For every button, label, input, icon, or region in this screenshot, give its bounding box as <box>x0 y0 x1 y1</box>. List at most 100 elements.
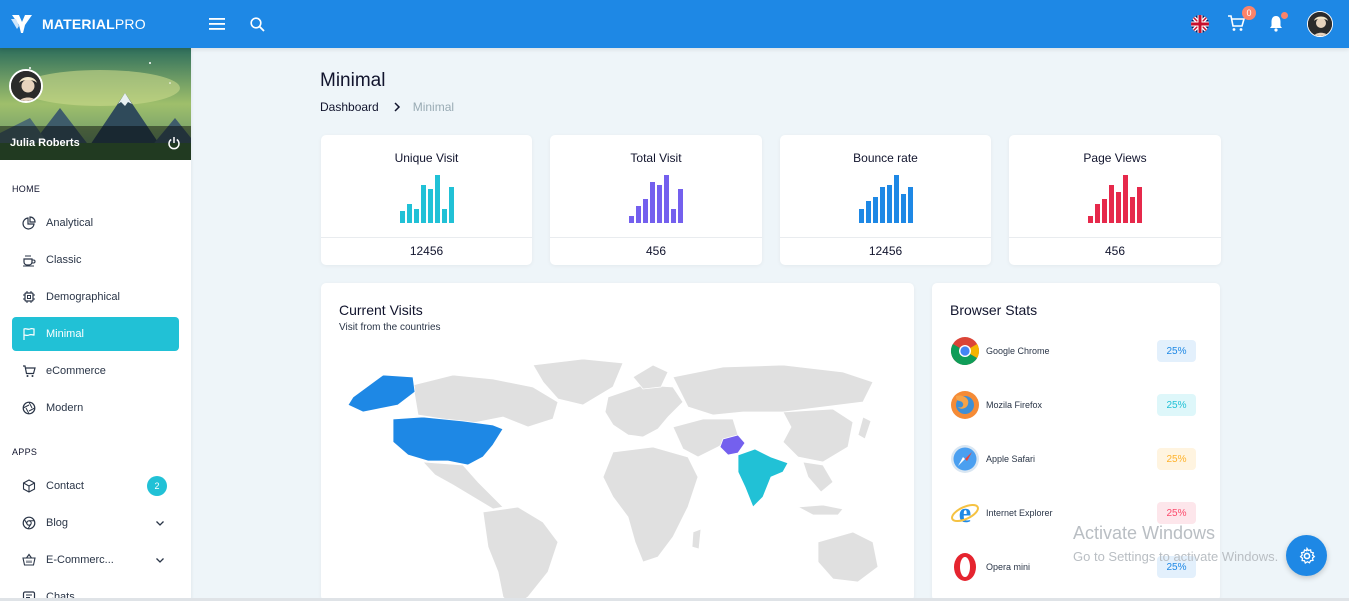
sparkline-bar <box>893 175 899 223</box>
sparkline-bar <box>865 201 871 223</box>
sidebar-item-modern[interactable]: Modern <box>12 391 179 425</box>
materialpro-logo-icon <box>11 15 32 33</box>
profile-banner: Julia Roberts <box>0 48 191 160</box>
sparkline-bar <box>858 209 864 223</box>
sidebar-item-ecommerce[interactable]: eCommerce <box>12 354 179 388</box>
sidebar-item-analytical[interactable]: Analytical <box>12 206 179 240</box>
sparkline-bar <box>413 209 419 223</box>
browser-percent-badge: 25% <box>1157 556 1196 578</box>
sparkline-bar <box>643 199 648 223</box>
aperture-icon <box>22 401 36 415</box>
sidebar-item-label: Classic <box>46 254 82 266</box>
safari-icon <box>950 444 980 474</box>
sidebar-item-label: Modern <box>46 402 84 414</box>
browser-name: Google Chrome <box>986 346 1050 356</box>
stat-value: 456 <box>645 244 667 258</box>
user-avatar[interactable] <box>1307 11 1333 37</box>
stat-title: Unique Visit <box>394 151 459 165</box>
sidebar-item-label: Chats <box>46 591 75 601</box>
notification-dot <box>1281 12 1288 19</box>
browser-name: Internet Explorer <box>986 508 1053 518</box>
chevron-down-icon <box>155 518 165 528</box>
profile-avatar[interactable] <box>9 69 43 103</box>
stat-title: Total Visit <box>630 151 682 165</box>
sparkline-bar <box>1088 216 1093 223</box>
sidebar-item-label: Minimal <box>46 328 84 340</box>
sparkline-bar <box>399 211 405 223</box>
power-icon[interactable] <box>167 136 181 150</box>
sparkline-bar <box>657 185 662 223</box>
sparkline-bar <box>448 187 454 223</box>
sidebar-item-contact[interactable]: Contact 2 <box>12 469 179 503</box>
sparkline-bar <box>886 185 892 223</box>
shopping-cart-icon <box>22 364 36 378</box>
sparkline-bar <box>678 189 683 223</box>
browser-stats-card: Browser Stats Google Chrome 25% Mozila F… <box>932 283 1220 601</box>
sparkline-bar <box>872 197 878 223</box>
breadcrumb-dashboard-link[interactable]: Dashboard <box>320 100 379 114</box>
chevron-right-icon <box>393 102 401 112</box>
sparkline-bar <box>629 216 634 223</box>
sidebar-item-label: E-Commerc... <box>46 554 114 566</box>
topbar: MATERIALPRO 0 <box>0 0 1349 48</box>
stat-value: 456 <box>1104 244 1126 258</box>
contact-count-badge: 2 <box>147 476 167 496</box>
browser-percent-badge: 25% <box>1157 448 1196 470</box>
sidebar-item-label: eCommerce <box>46 365 106 377</box>
brand[interactable]: MATERIALPRO <box>0 13 191 35</box>
browser-name: Apple Safari <box>986 454 1036 464</box>
stat-card-page-views: Page Views 456 <box>1009 135 1221 265</box>
sparkline-bar <box>650 182 655 223</box>
uk-flag-icon[interactable] <box>1191 15 1209 33</box>
sidebar: Julia Roberts HOME Analytical Classic De… <box>0 48 191 601</box>
stat-card-unique-visit: Unique Visit 12456 <box>321 135 532 265</box>
browser-row-opera: Opera mini 25% <box>950 551 1196 583</box>
chrome-circle-icon <box>22 516 36 530</box>
firefox-icon <box>950 390 980 420</box>
cpu-chip-icon <box>22 290 36 304</box>
card-title: Browser Stats <box>950 302 1038 318</box>
sidebar-item-minimal[interactable]: Minimal <box>12 317 179 351</box>
sidebar-item-demographical[interactable]: Demographical <box>12 280 179 314</box>
sparkline-bar <box>636 206 641 223</box>
chrome-icon <box>950 336 980 366</box>
sparkline-bar <box>427 189 433 223</box>
ie-icon: e <box>950 498 980 528</box>
sparkline-bar <box>406 204 412 223</box>
sparkline-bar <box>1095 204 1100 223</box>
world-map[interactable] <box>343 357 883 601</box>
card-subtitle: Visit from the countries <box>339 322 441 333</box>
box-icon <box>22 479 36 493</box>
stat-value: 12456 <box>409 244 444 258</box>
stat-sparkline <box>780 173 991 223</box>
sparkline-bar <box>1102 199 1107 223</box>
svg-text:e: e <box>959 498 971 528</box>
stat-value: 12456 <box>868 244 903 258</box>
windows-activation-watermark: Activate Windows Go to Settings to activ… <box>1073 523 1278 564</box>
settings-fab-button[interactable] <box>1286 535 1327 576</box>
watermark-title: Activate Windows <box>1073 523 1216 543</box>
browser-name: Opera mini <box>986 562 1031 572</box>
sidebar-item-e-commerce[interactable]: E-Commerc... <box>12 543 179 577</box>
sidebar-item-blog[interactable]: Blog <box>12 506 179 540</box>
cart-icon[interactable]: 0 <box>1227 6 1256 34</box>
basket-icon <box>22 553 36 567</box>
sidebar-item-classic[interactable]: Classic <box>12 243 179 277</box>
current-visits-card: Current Visits Visit from the countries <box>321 283 914 601</box>
chevron-down-icon <box>155 555 165 565</box>
flag-icon <box>22 327 36 341</box>
search-icon[interactable] <box>247 14 267 34</box>
menu-toggle-icon[interactable] <box>207 14 227 34</box>
horizontal-scrollbar[interactable] <box>0 598 1349 601</box>
profile-name[interactable]: Julia Roberts <box>10 137 80 149</box>
notification-bell-icon[interactable] <box>1267 12 1288 34</box>
sparkline-bar <box>420 185 426 223</box>
sparkline-bar <box>441 209 447 223</box>
sparkline-bar <box>434 175 440 223</box>
nav-caption-home: HOME <box>12 184 41 194</box>
gear-icon <box>1299 546 1315 564</box>
opera-icon <box>950 552 980 582</box>
page-title: Minimal <box>320 70 386 91</box>
sparkline-bar <box>671 209 676 223</box>
sparkline-bar <box>879 187 885 223</box>
